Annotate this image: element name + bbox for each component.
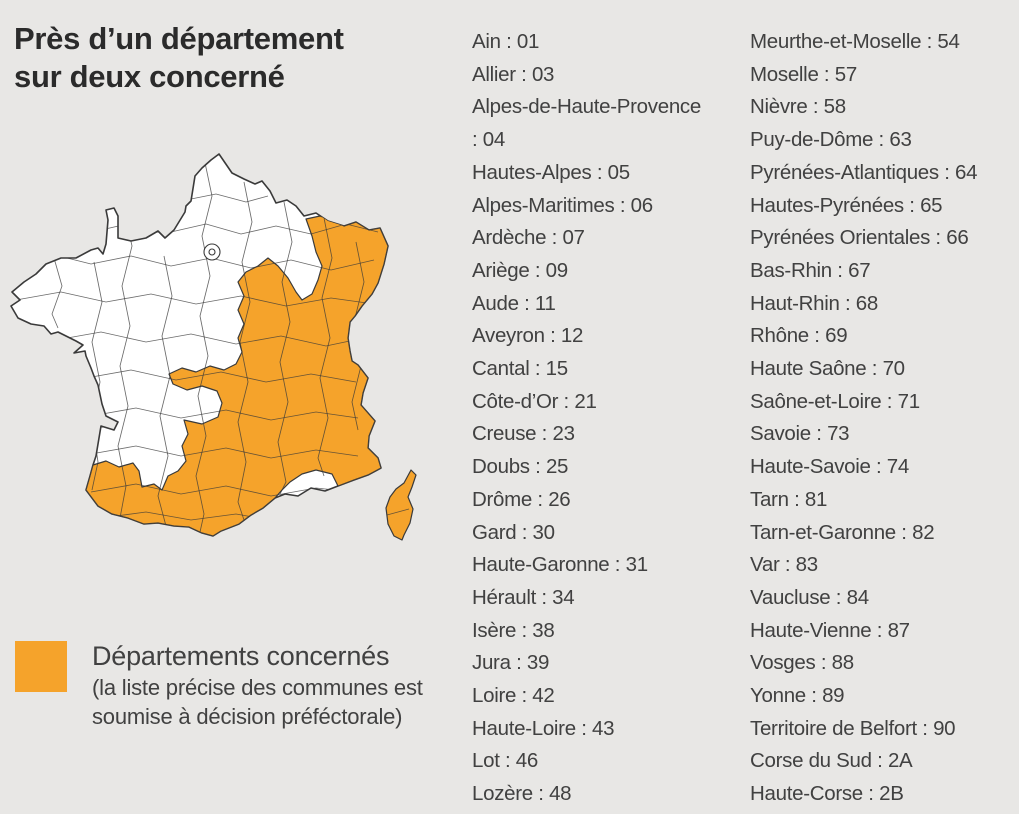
- france-departments-map: [6, 146, 436, 556]
- highlighted-departments-region: [85, 215, 388, 536]
- department-entry: Pyrénées Orientales : 66: [750, 226, 969, 250]
- departments-column-2: Meurthe-et-Moselle : 54 Moselle : 57 Nièvr…: [750, 26, 1019, 811]
- department-entry: Loire : 42: [472, 684, 555, 708]
- department-borders-horizontal: [13, 191, 379, 523]
- department-entry: Saône-et-Loire : 71: [750, 389, 920, 413]
- paris-inset-core: [208, 248, 216, 256]
- corsica-department-border: [386, 508, 410, 516]
- france-map-svg: [10, 153, 417, 541]
- department-entry: Savoie : 73: [750, 422, 850, 446]
- department-entry: Tarn : 81: [750, 487, 828, 511]
- department-entry: Haute Saône : 70: [750, 357, 905, 381]
- department-entry: Aveyron : 12: [472, 324, 584, 348]
- department-entry: Hérault : 34: [472, 585, 575, 609]
- department-entry: Yonne : 89: [750, 684, 845, 708]
- legend-note-line1: (la liste précise des communes est: [92, 675, 423, 700]
- department-entry: Ardèche : 07: [472, 226, 585, 250]
- corsica-island: [385, 469, 417, 541]
- department-entry: Territoire de Belfort : 90: [750, 716, 956, 740]
- department-entry: Vaucluse : 84: [750, 585, 869, 609]
- page-title: Près d’un département sur deux concerné: [14, 20, 459, 96]
- legend-label: Départements concernés: [92, 641, 390, 671]
- department-entry: Ain : 01: [472, 30, 540, 53]
- department-entry: Haute-Vienne : 87: [750, 618, 910, 642]
- department-entry: Creuse : 23: [472, 422, 575, 446]
- legend-swatch-orange: [15, 641, 67, 692]
- department-entry: Ariège : 09: [472, 258, 568, 282]
- department-entry: Haute-Loire : 43: [472, 716, 615, 740]
- department-entry: Lozère : 48: [472, 782, 572, 806]
- department-entry: Hautes-Alpes : 05: [472, 160, 630, 184]
- department-entry: Var : 83: [750, 553, 818, 577]
- department-entry: Côte-d’Or : 21: [472, 389, 597, 413]
- department-entry: Cantal : 15: [472, 357, 568, 381]
- department-entry: Alpes-Maritimes : 06: [472, 193, 653, 217]
- department-entry: Aude : 11: [472, 291, 556, 315]
- department-entry: Bas-Rhin : 67: [750, 258, 871, 282]
- department-entry: Haut-Rhin : 68: [750, 291, 878, 315]
- department-entry: Isère : 38: [472, 618, 555, 642]
- legend-note-line2: soumise à décision préféctorale): [92, 704, 403, 729]
- department-entry: Vosges : 88: [750, 651, 854, 675]
- page-title-line2: sur deux concerné: [14, 59, 285, 94]
- department-entry: Haute-Garonne : 31: [472, 553, 648, 577]
- department-entry: Puy-de-Dôme : 63: [750, 128, 912, 152]
- department-entry: Moselle : 57: [750, 62, 857, 86]
- department-entry: Allier : 03: [472, 62, 555, 86]
- department-entry: Tarn-et-Garonne : 82: [750, 520, 935, 544]
- department-entry: Jura : 39: [472, 651, 550, 675]
- departments-column-1: Ain : 01 Allier : 03 Alpes-de-Haute-Proven…: [472, 26, 702, 811]
- department-entry: Haute-Savoie : 74: [750, 455, 910, 479]
- department-entry: Drôme : 26: [472, 487, 571, 511]
- department-entry: Corse du Sud : 2A: [750, 749, 913, 773]
- department-entry: Pyrénées-Atlantiques : 64: [750, 160, 978, 184]
- department-entry: Lot : 46: [472, 749, 538, 773]
- page-title-line1: Près d’un département: [14, 21, 344, 56]
- department-entry: Haute-Corse : 2B: [750, 782, 904, 806]
- department-entry: Meurthe-et-Moselle : 54: [750, 30, 960, 53]
- department-entry: Hautes-Pyrénées : 65: [750, 193, 943, 217]
- department-entry: Nièvre : 58: [750, 95, 846, 119]
- legend-text: Départements concernés (la liste précise…: [92, 640, 457, 731]
- department-entry: Rhône : 69: [750, 324, 848, 348]
- department-entry: Gard : 30: [472, 520, 555, 544]
- department-entry: Alpes-de-Haute-Provence : 04: [472, 95, 701, 152]
- department-entry: Doubs : 25: [472, 455, 569, 479]
